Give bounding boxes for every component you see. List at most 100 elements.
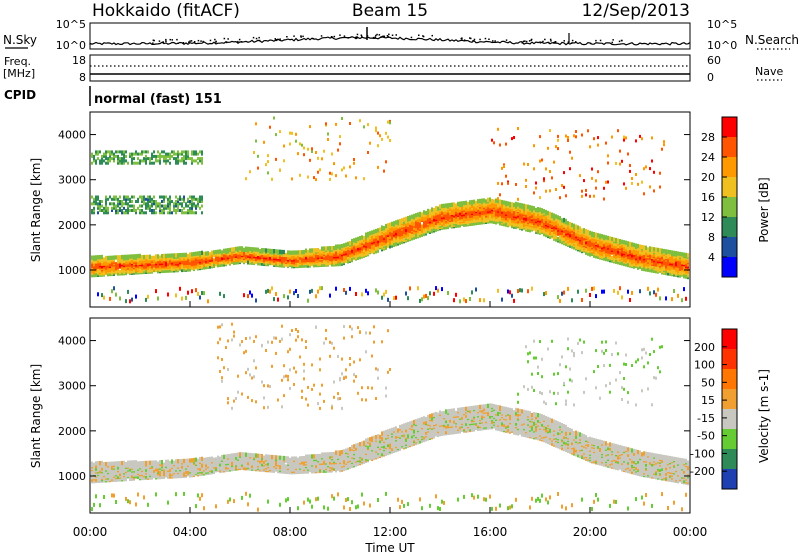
power-cell bbox=[289, 142, 291, 146]
power-cell bbox=[555, 145, 557, 149]
power-cell bbox=[257, 247, 259, 252]
power-cell bbox=[191, 206, 193, 210]
power-cell bbox=[149, 161, 151, 165]
power-cell bbox=[103, 211, 105, 215]
power-cell bbox=[113, 152, 115, 156]
power-cell bbox=[645, 245, 647, 250]
power-cell bbox=[187, 211, 189, 215]
power-cell bbox=[109, 195, 111, 199]
noise-dot bbox=[153, 39, 155, 42]
power-cell bbox=[191, 152, 193, 156]
power-cell bbox=[145, 254, 147, 260]
power-cell bbox=[603, 289, 605, 294]
colorbar-segment bbox=[722, 217, 737, 237]
power-cell bbox=[397, 227, 399, 232]
power-cell bbox=[199, 159, 201, 163]
power-cell bbox=[255, 298, 257, 303]
power-cell bbox=[659, 185, 661, 189]
power-cell bbox=[557, 147, 559, 151]
power-cell bbox=[101, 254, 103, 260]
power-cell bbox=[99, 161, 101, 165]
power-cell bbox=[409, 224, 411, 230]
power-cell bbox=[545, 219, 547, 224]
power-cell bbox=[627, 241, 629, 246]
power-cell bbox=[639, 134, 641, 138]
power-cell bbox=[445, 215, 447, 220]
noise-dot bbox=[302, 35, 304, 38]
power-cell bbox=[415, 215, 417, 221]
power-cell bbox=[147, 204, 149, 208]
power-cell bbox=[141, 150, 143, 154]
power-cell bbox=[243, 247, 245, 252]
power-cell bbox=[341, 243, 343, 249]
power-cell bbox=[497, 199, 499, 204]
power-cell bbox=[227, 258, 229, 264]
noise-dot bbox=[395, 34, 397, 36]
noise-dot bbox=[339, 34, 341, 36]
power-cell bbox=[601, 289, 603, 294]
power-cell bbox=[121, 150, 123, 154]
noise-dot bbox=[286, 36, 288, 38]
power-cell bbox=[349, 246, 351, 251]
power-cell bbox=[151, 200, 153, 203]
power-cell bbox=[131, 152, 133, 156]
noise-dot bbox=[215, 40, 217, 43]
power-cell bbox=[289, 253, 291, 258]
power-cell bbox=[463, 297, 465, 302]
power-cell bbox=[279, 168, 281, 172]
power-cell bbox=[103, 159, 105, 163]
power-cell bbox=[525, 204, 527, 209]
power-cell bbox=[167, 200, 169, 203]
power-cell bbox=[133, 195, 135, 199]
power-cell bbox=[283, 144, 285, 148]
power-cell bbox=[509, 201, 511, 207]
power-cell bbox=[143, 202, 145, 206]
power-cell bbox=[185, 150, 187, 154]
power-cell bbox=[339, 135, 341, 139]
noise-dot bbox=[494, 40, 496, 42]
power-cell bbox=[169, 157, 171, 161]
power-cell bbox=[517, 127, 519, 130]
power-cell bbox=[101, 271, 103, 276]
cpid-value: normal (fast) 151 bbox=[94, 92, 222, 107]
power-cell bbox=[349, 286, 351, 291]
power-cell bbox=[147, 294, 149, 299]
power-cell bbox=[663, 265, 665, 270]
power-cell bbox=[535, 186, 537, 190]
power-cell bbox=[159, 255, 161, 260]
power-cell bbox=[307, 298, 309, 303]
power-cell bbox=[179, 159, 181, 163]
power-cell bbox=[457, 201, 459, 207]
power-cell bbox=[541, 221, 543, 226]
power-cell bbox=[653, 247, 655, 252]
power-cell bbox=[453, 215, 455, 221]
power-cell bbox=[447, 291, 449, 295]
power-cell bbox=[571, 233, 573, 238]
power-cell bbox=[649, 263, 651, 269]
power-cell bbox=[293, 291, 295, 296]
power-cell bbox=[199, 197, 201, 201]
noise-dot bbox=[330, 36, 333, 38]
power-cell bbox=[167, 202, 169, 206]
power-cell bbox=[557, 295, 559, 300]
power-cell bbox=[195, 251, 197, 256]
power-cell bbox=[109, 159, 111, 163]
power-cell bbox=[167, 211, 169, 215]
power-cell bbox=[159, 202, 161, 206]
power-cell bbox=[133, 161, 135, 165]
power-cell bbox=[193, 159, 195, 163]
power-cell bbox=[441, 287, 443, 292]
power-cell bbox=[123, 195, 125, 199]
power-cell bbox=[361, 235, 363, 240]
power-cell bbox=[621, 255, 623, 261]
power-cell bbox=[115, 154, 117, 158]
power-cell bbox=[671, 297, 673, 302]
power-cell bbox=[119, 150, 121, 154]
power-cell bbox=[335, 286, 337, 291]
power-cell bbox=[677, 260, 679, 266]
power-cell bbox=[273, 116, 275, 120]
power-cell bbox=[281, 262, 283, 267]
power-cell bbox=[497, 181, 499, 185]
power-cell bbox=[319, 260, 321, 265]
